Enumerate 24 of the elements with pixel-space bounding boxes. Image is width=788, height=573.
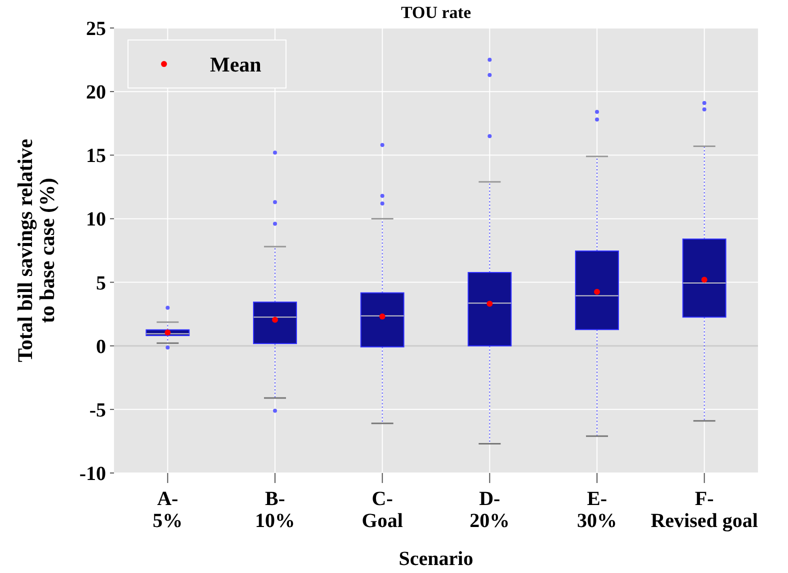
y-tick-label: 10 [86,208,106,231]
point [486,300,493,307]
point [379,314,386,320]
y-tick-label: 15 [86,145,106,168]
point [594,288,600,295]
x-tick-label: B- 10% [255,488,295,532]
point [701,276,708,283]
x-axis-title: Scenario [398,548,474,570]
point [272,316,278,323]
point [164,330,171,336]
y-tick-label: 0 [96,336,106,358]
y-tick-label: -5 [89,399,106,422]
x-tick-label: A- 5% [152,488,183,532]
x-tick-label: D- 20% [470,488,510,532]
y-tick-label: 25 [86,18,106,40]
y-tick-label: 20 [86,82,106,104]
x-tick-label: F- Revised goal [650,488,758,532]
legend-label: Mean [210,52,262,76]
y-tick-label: -10 [79,463,106,485]
chart-title: TOU rate [400,3,472,22]
y-tick-label: 5 [96,272,106,294]
x-tick-label: E- 30% [577,488,617,532]
y-axis-title: Total bill savings relative to base case (%) [13,138,59,362]
x-tick-label: C- Goal [362,488,404,532]
